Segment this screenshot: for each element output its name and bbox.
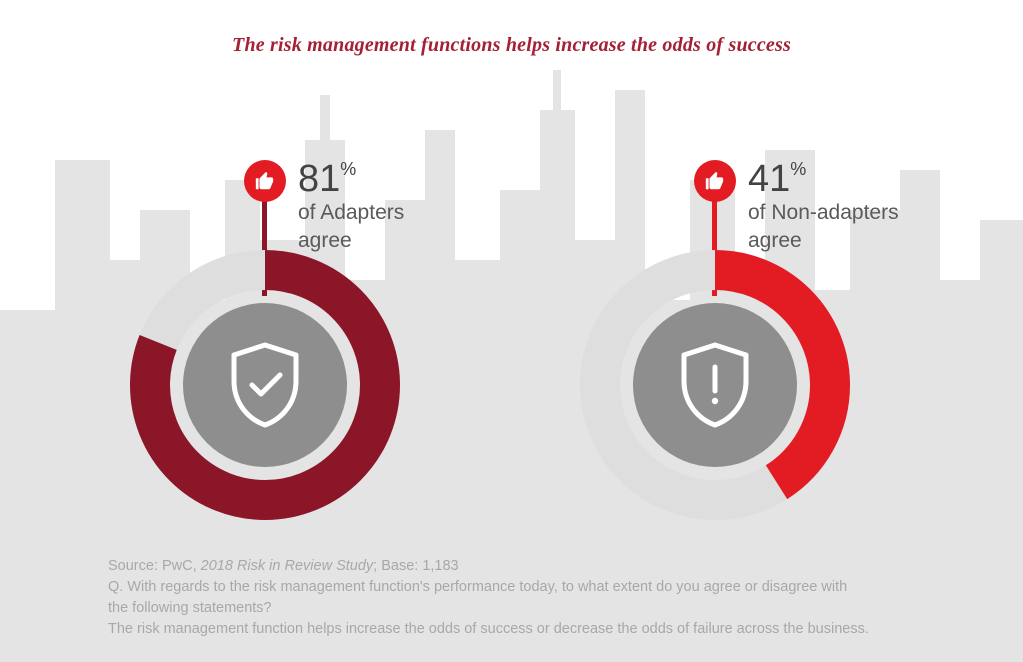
charts-row: 81% of Adapters agree (0, 150, 1023, 570)
footer-question-line1: Q. With regards to the risk management f… (108, 577, 869, 598)
label-adapters: 81% of Adapters agree (298, 160, 404, 255)
footer-source: Source: PwC, 2018 Risk in Review Study; … (108, 556, 869, 640)
thumbs-up-icon (704, 170, 726, 192)
footer-question-line2: the following statements? (108, 598, 869, 619)
label-line1-non-adapters: of Non-adapters (748, 200, 899, 226)
shield-exclaim-icon (676, 341, 754, 429)
percent-value-non-adapters: 41 (748, 158, 790, 200)
percent-symbol: % (340, 159, 356, 179)
donut-adapters (130, 250, 400, 520)
percent-symbol: % (790, 159, 806, 179)
thumbs-up-badge-left (244, 160, 286, 202)
percent-value-adapters: 81 (298, 158, 340, 200)
source-suffix: ; Base: 1,183 (373, 558, 458, 574)
source-study: 2018 Risk in Review Study (201, 558, 373, 574)
page-title: The risk management functions helps incr… (0, 0, 1023, 57)
label-non-adapters: 41% of Non-adapters agree (748, 160, 899, 255)
footer-statement: The risk management function helps incre… (108, 619, 869, 640)
label-line1-adapters: of Adapters (298, 200, 404, 226)
thumbs-up-badge-right (694, 160, 736, 202)
donut-non-adapters (580, 250, 850, 520)
thumbs-up-icon (254, 170, 276, 192)
source-prefix: Source: PwC, (108, 558, 201, 574)
shield-check-icon (226, 341, 304, 429)
